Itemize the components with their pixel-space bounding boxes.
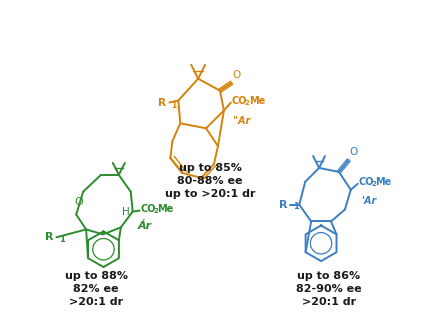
Text: CO: CO bbox=[359, 177, 374, 187]
Text: R: R bbox=[158, 98, 166, 108]
Text: up to 85%: up to 85% bbox=[178, 163, 241, 173]
Text: 1: 1 bbox=[171, 101, 177, 110]
Text: 1: 1 bbox=[293, 202, 299, 211]
Text: H: H bbox=[122, 206, 130, 217]
Text: 1: 1 bbox=[59, 235, 65, 244]
Text: 'Ar: 'Ar bbox=[361, 196, 376, 206]
Text: Me: Me bbox=[376, 177, 392, 187]
Text: 80-88% ee: 80-88% ee bbox=[177, 176, 243, 186]
Text: R: R bbox=[279, 200, 287, 210]
Text: 82-90% ee: 82-90% ee bbox=[296, 284, 362, 294]
Text: 2: 2 bbox=[245, 100, 250, 106]
Text: O: O bbox=[233, 70, 241, 80]
Text: >20:1 dr: >20:1 dr bbox=[302, 297, 356, 307]
Text: up to 86%: up to 86% bbox=[297, 271, 360, 281]
Text: ''Ar: ''Ar bbox=[232, 117, 250, 126]
Text: up to 88%: up to 88% bbox=[65, 271, 128, 281]
Text: Me: Me bbox=[249, 96, 265, 106]
Text: Me: Me bbox=[158, 204, 174, 213]
Text: 82% ee: 82% ee bbox=[73, 284, 119, 294]
Text: O: O bbox=[350, 147, 358, 157]
Text: 2: 2 bbox=[372, 181, 376, 187]
Text: O: O bbox=[75, 197, 83, 207]
Text: Ár: Ár bbox=[138, 221, 152, 231]
Text: R: R bbox=[45, 232, 54, 242]
Text: up to >20:1 dr: up to >20:1 dr bbox=[165, 189, 255, 199]
Text: 2: 2 bbox=[154, 208, 158, 213]
Text: >20:1 dr: >20:1 dr bbox=[69, 297, 123, 307]
Text: CO: CO bbox=[232, 96, 247, 106]
Text: CO: CO bbox=[141, 204, 156, 213]
